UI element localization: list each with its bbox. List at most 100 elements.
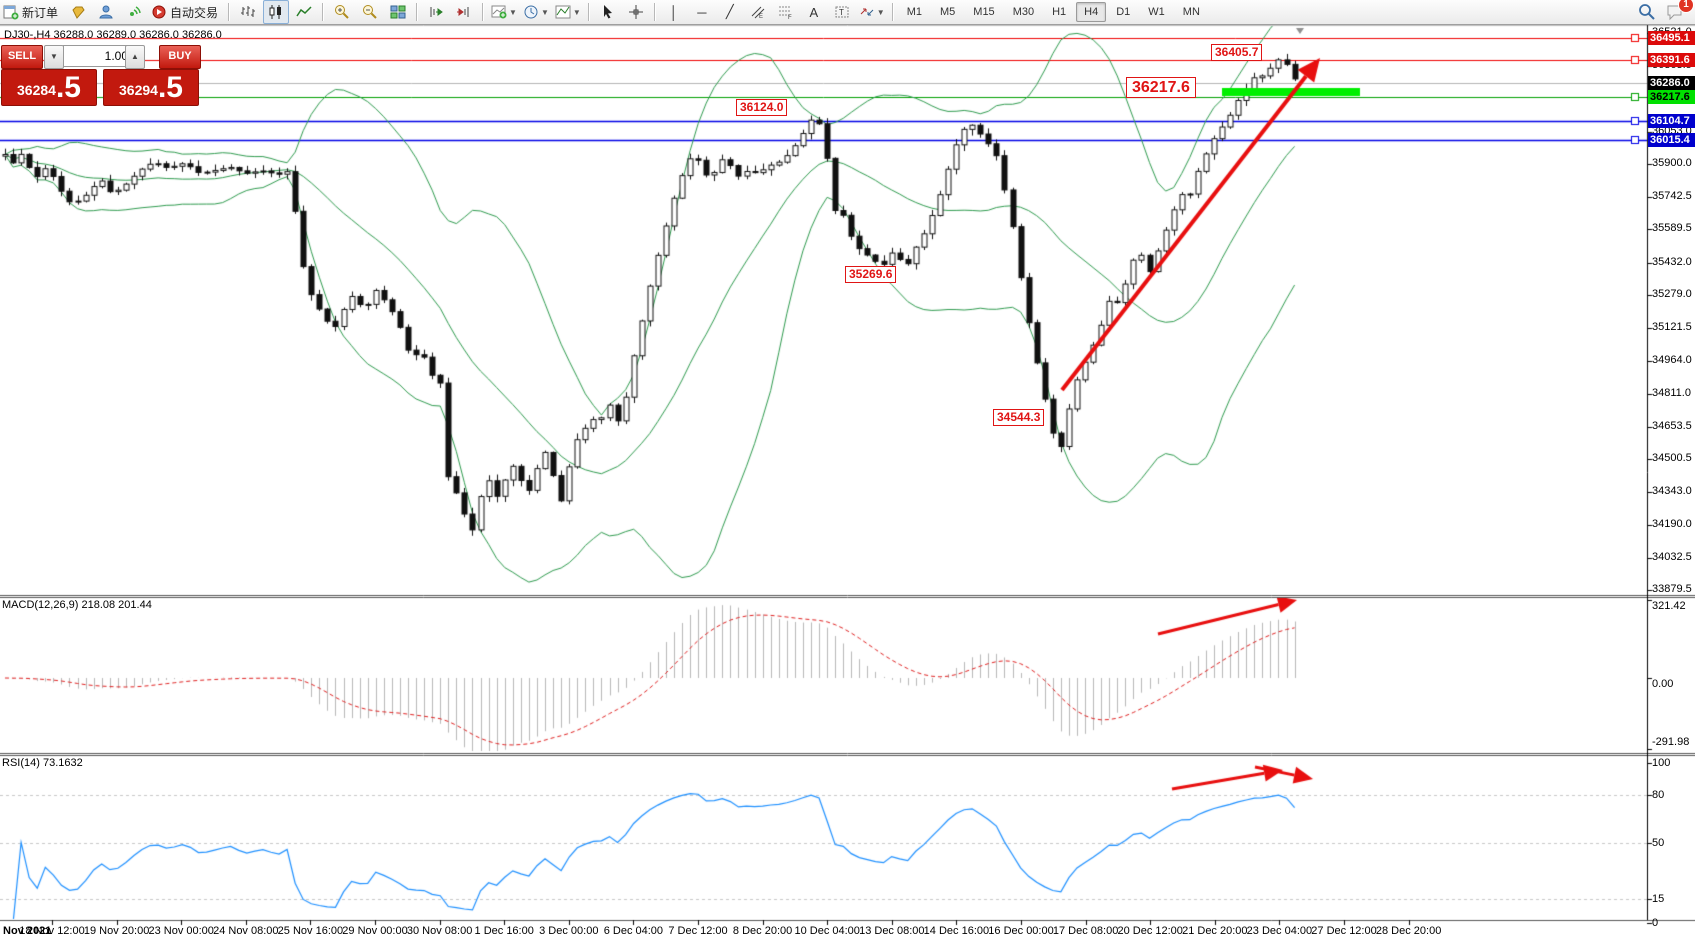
templates-button-dropdown-icon[interactable]: ▼ [572,7,581,17]
channel-button[interactable]: E [745,0,771,24]
time-axis-label: 27 Dec 12:00 [1311,925,1377,937]
price-annotation-label[interactable]: 36217.6 [1126,77,1196,98]
price-axis-tick: 34653.5 [1652,419,1692,432]
buy-price-button[interactable]: 36294.5 [103,69,199,106]
indicators-button[interactable]: ▼ [489,0,519,24]
buy-price-main: 36294 [119,82,158,98]
timeframe-toolbar: M1 M5 M15 M30 H1 H4 D1 W1 MN [898,0,1209,24]
macd-indicator-label: MACD(12,26,9) 218.08 201.44 [2,599,152,611]
search-button[interactable] [1634,0,1660,24]
add-indicator-icon [491,4,507,20]
channel-icon: E [750,4,766,20]
label-button[interactable]: T [829,0,855,24]
tile-windows-button[interactable] [385,0,411,24]
zoom-in-button[interactable] [329,0,355,24]
bars-icon [240,4,256,20]
signals-button[interactable] [121,0,147,24]
timeframe-d1-button[interactable]: D1 [1116,6,1131,18]
zoom-in-icon [334,4,350,20]
auto-scroll-button[interactable] [423,0,449,24]
time-axis-label: 19 Nov 20:00 [83,925,150,937]
volume-increase-button[interactable]: ▲ [125,45,145,69]
time-axis-label: 24 Nov 08:00 [213,925,279,937]
new-order-button[interactable]: 新订单 [1,0,63,24]
tile-icon [390,4,406,20]
zoom-out-button[interactable] [357,0,383,24]
volume-input[interactable] [63,45,133,67]
fibonacci-button[interactable]: F [773,0,799,24]
timeframe-w1-button[interactable]: W1 [1148,6,1165,18]
time-axis-label: 7 Dec 12:00 [668,925,728,937]
price-axis-tick: 35121.5 [1652,321,1692,334]
price-axis-tick: 34811.0 [1652,386,1691,399]
sell-price-main: 36284 [17,82,56,98]
timeframe-h4-button[interactable]: H4 [1076,2,1107,22]
deposit-button[interactable] [65,0,91,24]
new-order-icon [3,4,19,20]
shapes-button[interactable]: ▼ [857,0,887,24]
trendline-button[interactable]: ╱ [717,0,743,24]
search-icon [1638,3,1656,21]
bar-chart-button[interactable] [235,0,261,24]
price-axis-tick: 35589.5 [1652,222,1692,235]
toolbar-separator [322,3,325,21]
svg-text:E: E [759,14,763,20]
price-annotation-label[interactable]: 36405.7 [1211,44,1263,61]
price-level-badge: 36015.4 [1648,132,1695,147]
text-button[interactable]: A [801,0,827,24]
volume-decrease-button[interactable]: ▼ [44,45,64,69]
buy-button[interactable]: BUY [159,45,201,69]
crosshair-button[interactable] [623,0,649,24]
new-order-button-label: 新订单 [22,5,59,20]
macd-axis-tick: -291.98 [1652,736,1690,748]
chart-title: DJ30-,H4 36288.0 36289.0 36286.0 36286.0 [4,29,222,41]
vertical-line-button[interactable]: │ [661,0,687,24]
autotrading-button-label: 自动交易 [170,5,219,20]
rsi-axis-tick: 100 [1652,757,1671,769]
price-axis-tick: 34190.0 [1652,517,1692,530]
rsi-indicator-label: RSI(14) 73.1632 [2,757,83,769]
timeframe-m30-button[interactable]: M30 [1012,6,1035,18]
chart-shift-button[interactable] [451,0,477,24]
shapes-icon [859,4,875,20]
indicators-button-dropdown-icon[interactable]: ▼ [509,7,517,17]
sell-price-button[interactable]: 36284.5 [1,69,97,106]
chat-button[interactable]: 1 [1662,0,1694,24]
shift-icon [456,4,472,20]
horizontal-line-button[interactable]: ─ [689,0,715,24]
rsi-axis-tick: 0 [1652,917,1659,929]
sell-button[interactable]: SELL [1,45,43,69]
time-axis-label: 3 Dec 00:00 [539,925,599,937]
price-annotation-label[interactable]: 36124.0 [736,99,788,116]
timeframe-h1-button[interactable]: H1 [1052,6,1067,18]
templates-button[interactable]: ▼ [553,0,583,24]
toolbar-separator [416,3,419,21]
time-axis-label: 21 Dec 20:00 [1182,925,1248,937]
price-level-badge: 36217.6 [1648,90,1695,105]
timeframe-m1-button[interactable]: M1 [906,6,922,18]
timeframe-m15-button[interactable]: M15 [973,6,995,18]
candlestick-button[interactable] [263,0,290,24]
price-axis-tick: 34343.0 [1652,485,1692,498]
price-axis-tick: 35742.5 [1652,190,1692,203]
shapes-button-dropdown-icon[interactable]: ▼ [876,7,885,17]
timeframe-mn-button[interactable]: MN [1182,6,1200,18]
cursor-button[interactable] [595,0,621,24]
line-chart-button[interactable] [291,0,317,24]
crosshair-icon [628,4,644,20]
price-annotation-label[interactable]: 35269.6 [845,266,897,283]
macd-axis-tick: 321.42 [1652,599,1686,612]
periods-button[interactable]: ▼ [521,0,551,24]
macd-axis-tick: 0.00 [1652,678,1674,690]
label-icon: T [834,4,850,20]
linechart-icon [296,4,312,20]
signals-icon [126,4,142,20]
autotrading-button[interactable]: 自动交易 [149,0,223,24]
community-button[interactable] [93,0,119,24]
price-annotation-label[interactable]: 34544.3 [993,409,1045,426]
timeframe-m5-button[interactable]: M5 [940,6,956,18]
time-axis-label: 1 Dec 16:00 [474,925,534,937]
price-level-badge: 36286.0 [1648,75,1695,90]
periods-button-dropdown-icon[interactable]: ▼ [540,7,549,17]
